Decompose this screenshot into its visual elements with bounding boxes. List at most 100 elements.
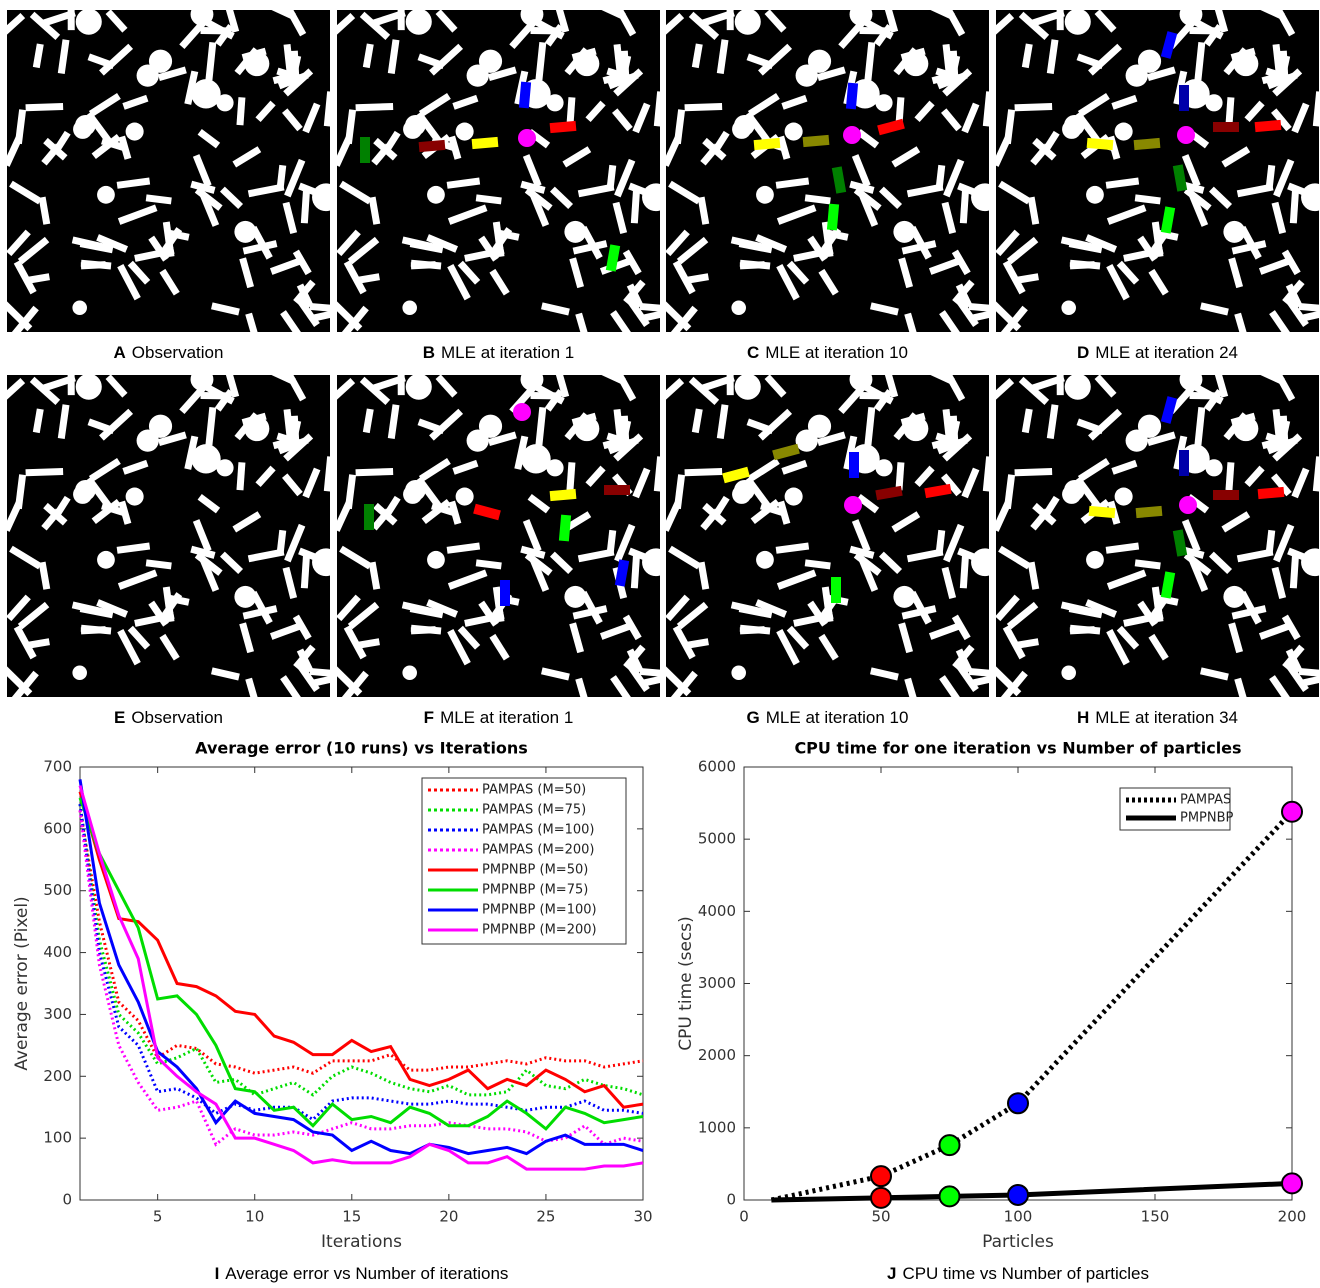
- shape-bar: [700, 375, 735, 392]
- shape-bar: [653, 456, 660, 492]
- shape-bar: [711, 130, 730, 155]
- shape-bar: [781, 94, 808, 110]
- shape-bar: [41, 375, 76, 392]
- shape-bar: [541, 302, 570, 316]
- shape-disc: [1137, 414, 1162, 438]
- shape-bar: [205, 384, 235, 405]
- shape-bar: [793, 611, 834, 627]
- shape-bar: [726, 375, 734, 396]
- shape-bar: [1194, 384, 1224, 405]
- shape-bar: [535, 42, 547, 81]
- y-tick-label: 400: [43, 943, 72, 961]
- shape-disc: [405, 375, 432, 400]
- shape-bar: [509, 20, 537, 50]
- shape-bar: [118, 500, 132, 525]
- shape-bar: [818, 268, 839, 296]
- shape-bar: [205, 407, 217, 446]
- shape-bar: [7, 377, 26, 405]
- shape-bar: [622, 614, 642, 641]
- shape-bar: [575, 312, 590, 332]
- shape-bar: [309, 302, 330, 313]
- shape-bar: [337, 229, 361, 257]
- data-point: [938, 1134, 961, 1157]
- shape-bar: [1213, 375, 1229, 398]
- shape-disc: [1086, 550, 1104, 569]
- shape-disc: [734, 479, 755, 501]
- shape-bar: [337, 594, 361, 622]
- shape-bar: [613, 43, 625, 79]
- y-tick-label: 600: [43, 819, 72, 837]
- estimate-part: [1160, 571, 1176, 599]
- estimate-part: [877, 118, 905, 136]
- shape-disc: [148, 49, 173, 73]
- shape-bar: [1111, 459, 1138, 475]
- shape-bar: [1228, 257, 1244, 289]
- shape-bar: [968, 667, 989, 678]
- shape-disc: [427, 185, 445, 204]
- estimate-part: [1179, 450, 1189, 476]
- shape-bar: [1111, 94, 1138, 110]
- shape-bar: [939, 310, 961, 332]
- shape-disc: [520, 10, 544, 26]
- shape-disc: [1223, 220, 1246, 243]
- shape-bar: [79, 240, 114, 254]
- series-line: [770, 810, 1294, 1203]
- shape-bar: [184, 435, 199, 470]
- shape-bar: [1027, 196, 1040, 225]
- estimate-part: [473, 503, 501, 521]
- shape-bar: [1298, 667, 1319, 678]
- shape-bar: [666, 300, 692, 332]
- x-tick-label: 50: [871, 1208, 890, 1226]
- shape-bar: [194, 552, 223, 576]
- shape-bar: [300, 553, 311, 589]
- shape-bar: [1069, 259, 1101, 270]
- shape-bar: [961, 467, 980, 499]
- shape-bar: [642, 674, 660, 687]
- shape-bar: [280, 675, 302, 697]
- shape-bar: [891, 146, 921, 168]
- estimate-part: [802, 134, 830, 148]
- shape-bar: [32, 408, 44, 434]
- shape-bar: [116, 542, 151, 554]
- shape-bar: [585, 100, 606, 123]
- shape-bar: [676, 236, 709, 265]
- shape-bar: [1046, 39, 1059, 74]
- panel-caption-text: MLE at iteration 1: [441, 343, 574, 362]
- shape-bar: [614, 523, 636, 563]
- shape-bar: [1282, 644, 1305, 670]
- shape-bar: [711, 495, 730, 520]
- shape-bar: [610, 675, 632, 697]
- shape-bar: [1015, 638, 1039, 649]
- shape-bar: [1088, 43, 1123, 76]
- shape-bar: [1088, 408, 1123, 441]
- shape-bar: [1105, 542, 1140, 554]
- shape-bar: [52, 495, 71, 520]
- shape-disc: [795, 64, 818, 87]
- shape-bar: [159, 633, 180, 661]
- shape-bar: [520, 545, 546, 559]
- shape-disc: [1301, 183, 1319, 212]
- estimate-part: [1179, 85, 1189, 111]
- shape-bar: [371, 10, 406, 27]
- shape-disc: [1233, 416, 1259, 442]
- shape-bar: [859, 193, 879, 227]
- shape-bar: [1244, 465, 1265, 488]
- shape-bar: [1271, 473, 1292, 497]
- shape-bar: [716, 404, 729, 439]
- panel-letter: C: [747, 343, 759, 362]
- estimate-part: [549, 488, 577, 502]
- shape-bar: [457, 625, 481, 650]
- shape-bar: [1289, 553, 1300, 589]
- shape-disc: [75, 375, 102, 400]
- x-tick-label: 30: [633, 1208, 652, 1226]
- shape-bar: [347, 236, 380, 265]
- y-tick-label: 0: [62, 1191, 72, 1209]
- shape-bar: [853, 552, 882, 576]
- shape-bar: [1208, 551, 1233, 575]
- estimate-head: [513, 403, 531, 421]
- shape-bar: [200, 193, 220, 227]
- shape-bar: [1014, 102, 1053, 112]
- x-axis-label: Particles: [982, 1232, 1054, 1252]
- data-point: [1007, 1092, 1029, 1115]
- shape-bar: [971, 309, 989, 322]
